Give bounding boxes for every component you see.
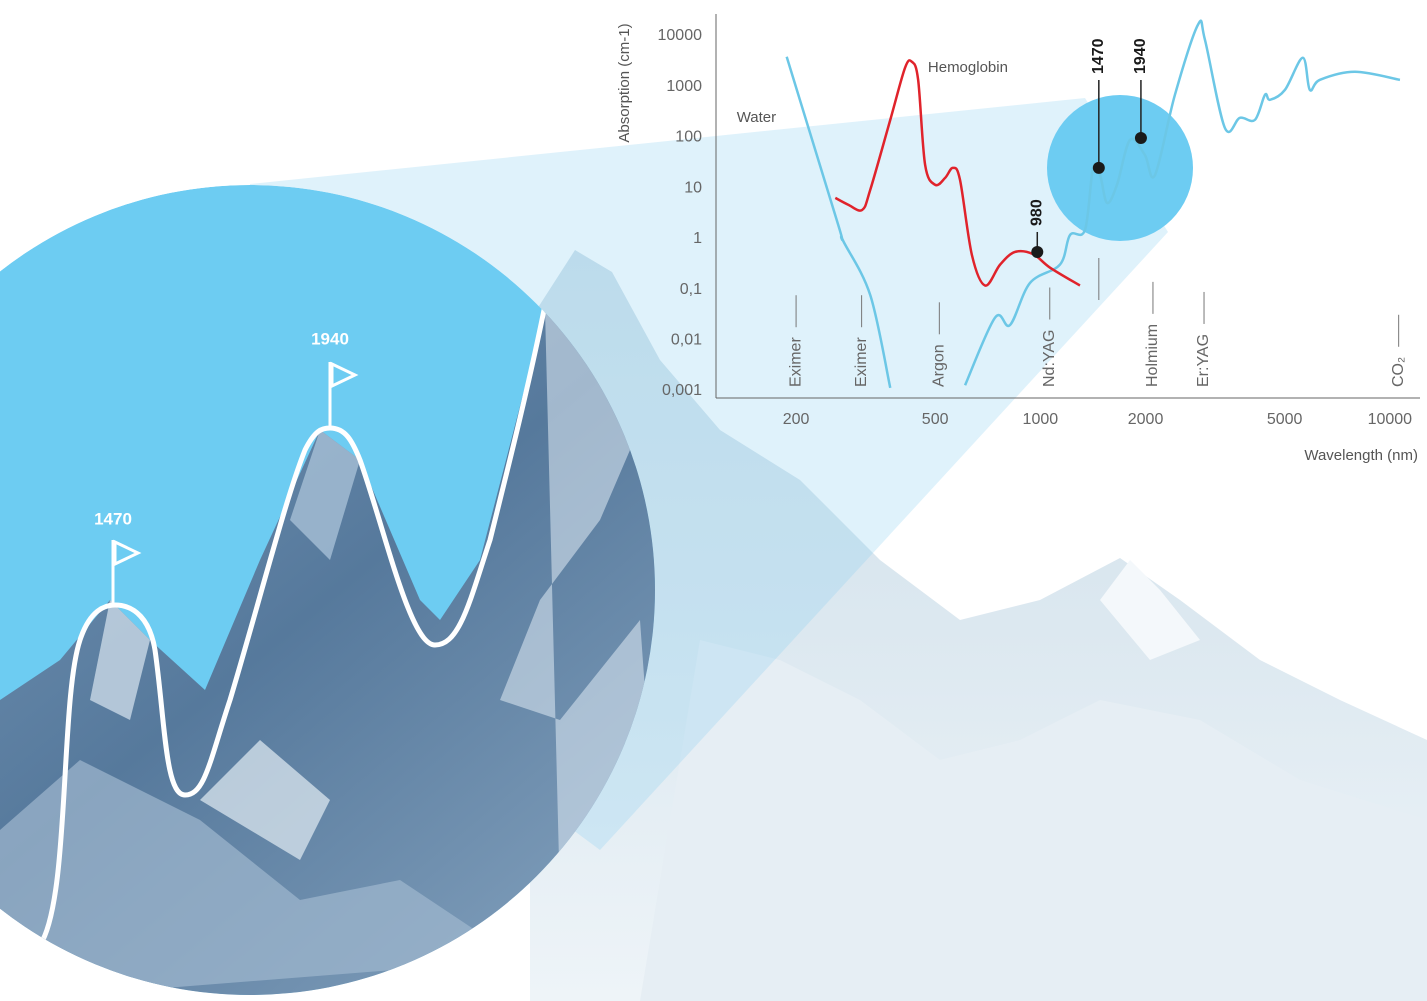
x-tick-label: 500 [922, 411, 949, 428]
laser-label: Eximer [853, 337, 870, 387]
laser-label: CO₂ [1390, 357, 1407, 387]
series-label: Hemoglobin [928, 59, 1008, 76]
flag-label: 1470 [94, 509, 132, 528]
y-tick-label: 0,01 [671, 331, 702, 348]
y-axis-label: Absorption (cm-1) [616, 23, 633, 142]
series-line [785, 19, 1401, 389]
annotation-dot [1134, 132, 1147, 145]
laser-label: Holmium [1144, 324, 1161, 387]
y-tick-label: 0,001 [662, 382, 702, 399]
laser-label: Argon [931, 344, 948, 387]
y-tick-label: 100 [675, 129, 702, 146]
flag-label: 1940 [311, 329, 349, 348]
x-axis-label: Wavelength (nm) [1304, 447, 1418, 464]
background-mountains [530, 250, 1427, 1001]
x-tick-label: 2000 [1128, 411, 1164, 428]
zoom-target [1047, 95, 1193, 241]
x-tick-label: 200 [783, 411, 810, 428]
annotation-dot [1092, 161, 1105, 174]
laser-label: Nd:YAG [1041, 330, 1058, 388]
annotation-label: 980 [1029, 199, 1046, 226]
annotation-dot [1031, 245, 1044, 258]
illustrative-curve [37, 304, 548, 947]
annotation-label: 1470 [1090, 38, 1107, 74]
x-tick-label: 1000 [1023, 411, 1059, 428]
y-tick-label: 10 [684, 179, 702, 196]
flags: 1470 1940 [94, 329, 359, 605]
x-tick-label: 5000 [1267, 411, 1303, 428]
series-line [834, 59, 1081, 287]
zoom-circle [0, 185, 655, 995]
series-label: Water [737, 109, 776, 126]
annotation-label: 1940 [1132, 38, 1149, 74]
y-tick-label: 10000 [658, 27, 703, 44]
y-tick-label: 0,1 [680, 281, 702, 298]
y-tick-label: 1 [693, 230, 702, 247]
y-tick-label: 1000 [666, 78, 702, 95]
laser-label: Er:YAG [1195, 334, 1212, 387]
laser-label: Eximer [787, 337, 804, 387]
x-tick-label: 10000 [1368, 411, 1413, 428]
